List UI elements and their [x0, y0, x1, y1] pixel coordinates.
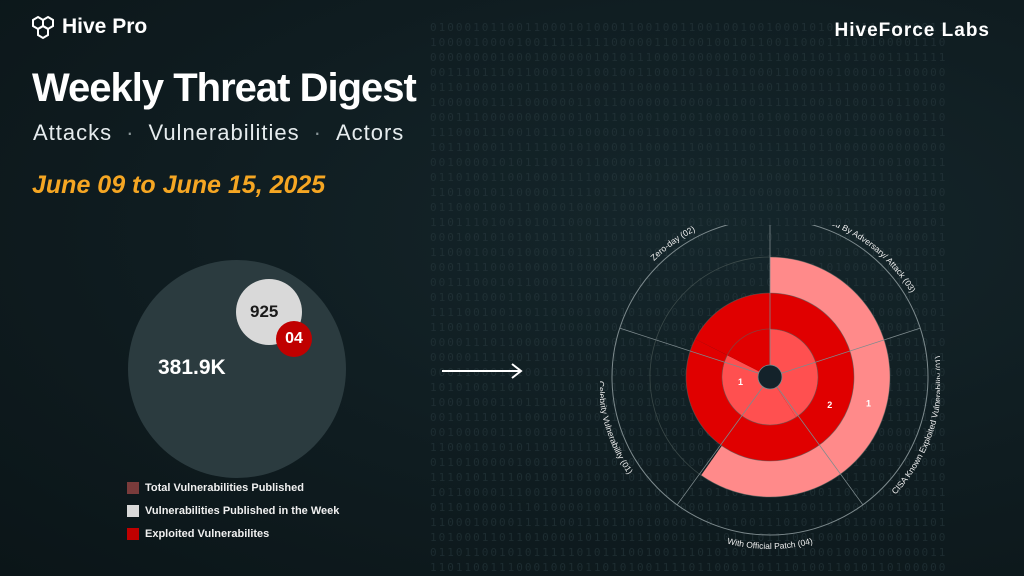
hiveforce-labs-brand: HiveForce Labs	[834, 20, 990, 41]
logo-text: Hive Pro	[62, 15, 148, 38]
legend-label-exploited: Exploited Vulnerabilites	[145, 527, 270, 540]
legend-item-week: Vulnerabilities Published in the Week	[127, 499, 339, 522]
polar-spoke	[776, 386, 864, 506]
polar-data-label: 1	[866, 398, 871, 408]
polar-segment-4	[686, 293, 854, 461]
subtitle-separator: ·	[313, 120, 322, 145]
polar-segment-2	[722, 355, 770, 425]
bubble-exploited: 04	[276, 321, 312, 357]
subtitle-actors: Actors	[335, 120, 405, 145]
bubble-exploited-value: 04	[285, 330, 303, 347]
subtitle: Attacks · Vulnerabilities · Actors	[33, 120, 404, 146]
bubble-total	[128, 260, 346, 478]
polar-category-label-text: Zero-day (02)	[648, 225, 696, 263]
polar-segment-5	[701, 257, 890, 497]
hexagon-logo-icon	[32, 15, 54, 40]
polar-center	[757, 364, 783, 390]
bubble-week-value: 925	[250, 302, 279, 321]
polar-spoke	[619, 327, 759, 374]
page-title: Weekly Threat Digest	[32, 66, 417, 110]
date-range: June 09 to June 15, 2025	[32, 171, 326, 199]
subtitle-attacks: Attacks	[33, 120, 113, 145]
polar-category-label-text: Celebrity Vulnerability (01)	[600, 381, 635, 476]
arrow-right-icon	[442, 363, 523, 379]
legend-label-week: Vulnerabilities Published in the Week	[145, 504, 340, 517]
bubble-total-value: 381.9K	[158, 356, 226, 379]
legend-item-exploited: Exploited Vulnerabilites	[127, 522, 339, 545]
polar-spoke	[676, 386, 764, 506]
polar-chart: 121Exploited By Adversary/ Attack (03)CI…	[600, 225, 940, 551]
binary-background: 0100010110011000101000110010011001001001…	[430, 21, 948, 574]
legend-label-total: Total Vulnerabilities Published	[145, 481, 304, 494]
polar-data-label: 2	[827, 400, 832, 410]
polar-data-label: 1	[738, 377, 743, 387]
polar-segment-3	[695, 293, 770, 372]
bubble-legend: Total Vulnerabilities Published Vulnerab…	[127, 476, 339, 545]
legend-swatch-total	[127, 481, 139, 494]
legend-item-total: Total Vulnerabilities Published	[127, 476, 339, 499]
polar-category-label-text: CISA Known Exploited Vulnerability (01)	[889, 355, 940, 496]
legend-swatch-week	[127, 504, 139, 517]
hive-pro-logo: Hive Pro	[30, 14, 147, 40]
polar-category-label-text: With Official Patch (04)	[726, 536, 813, 551]
subtitle-separator: ·	[126, 120, 135, 145]
polar-category-label: With Official Patch (04)	[726, 536, 813, 551]
polar-category-label: CISA Known Exploited Vulnerability (01)	[889, 355, 940, 496]
polar-segment-0	[770, 329, 818, 418]
polar-outer-ring	[611, 225, 929, 536]
polar-segment-1	[770, 387, 797, 425]
subtitle-vulnerabilities: Vulnerabilities	[148, 120, 300, 145]
polar-category-label: Zero-day (02)	[648, 225, 696, 263]
polar-category-label: Celebrity Vulnerability (01)	[600, 381, 635, 476]
polar-spoke	[781, 327, 921, 374]
legend-swatch-exploited	[127, 527, 139, 540]
